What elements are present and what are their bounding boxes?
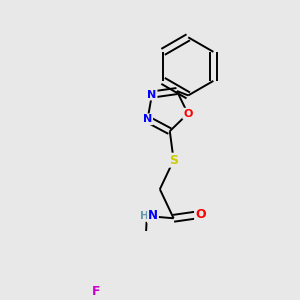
Text: N: N (148, 209, 158, 223)
Text: O: O (183, 109, 193, 119)
Text: S: S (169, 154, 178, 167)
Text: N: N (143, 114, 152, 124)
Text: N: N (147, 89, 157, 100)
Text: O: O (195, 208, 206, 221)
Text: H: H (140, 211, 149, 221)
Text: F: F (92, 285, 100, 298)
